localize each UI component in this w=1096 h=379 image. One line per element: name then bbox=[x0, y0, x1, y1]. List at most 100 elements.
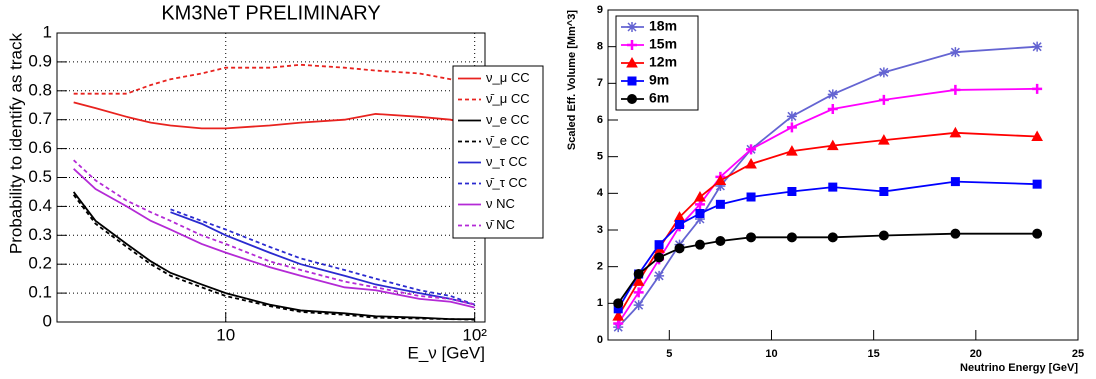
marker bbox=[786, 111, 797, 122]
y-axis-label: Scaled Eff. Volume [Mm^3] bbox=[566, 10, 578, 150]
marker bbox=[1032, 179, 1042, 189]
legend-label: ν̄ NC bbox=[486, 217, 515, 232]
x-tick-label: 10² bbox=[462, 325, 487, 344]
plot-frame bbox=[607, 9, 1079, 341]
x-tick-label: 25 bbox=[1072, 348, 1084, 360]
x-axis-label: E_ν [GeV] bbox=[408, 343, 485, 362]
series-line bbox=[72, 191, 475, 321]
marker bbox=[633, 269, 644, 279]
legend-label: 15m bbox=[649, 36, 677, 52]
marker bbox=[674, 243, 685, 254]
x-tick-label: 10 bbox=[216, 325, 235, 344]
legend-label: 18m bbox=[649, 18, 677, 34]
marker bbox=[714, 174, 727, 185]
legend-label: ν_τ CC bbox=[486, 154, 527, 169]
legend-marker bbox=[627, 22, 637, 32]
marker bbox=[786, 232, 797, 243]
marker bbox=[1032, 41, 1043, 52]
marker bbox=[1032, 83, 1043, 94]
marker bbox=[694, 214, 705, 224]
y-tick-label: 0.7 bbox=[28, 109, 52, 128]
marker bbox=[878, 134, 890, 145]
marker bbox=[787, 187, 797, 196]
marker bbox=[1032, 228, 1043, 239]
legend-marker bbox=[627, 94, 637, 104]
series-line bbox=[73, 63, 475, 95]
marker bbox=[827, 232, 838, 243]
marker bbox=[949, 126, 962, 138]
legend-label: 9m bbox=[649, 72, 669, 88]
y-tick-label: 4 bbox=[597, 187, 604, 199]
marker bbox=[950, 84, 961, 95]
legend-marker bbox=[627, 40, 637, 50]
series-line bbox=[72, 194, 475, 321]
series-line bbox=[73, 168, 475, 309]
marker bbox=[695, 209, 705, 218]
legend-label: ν NC bbox=[486, 196, 515, 211]
marker bbox=[654, 252, 665, 263]
y-tick-label: 5 bbox=[597, 151, 603, 163]
series-line bbox=[170, 211, 475, 306]
y-tick-label: 9 bbox=[597, 4, 603, 16]
legend-label: ν̄_τ CC bbox=[486, 175, 527, 190]
marker bbox=[675, 220, 685, 229]
x-tick-label: 15 bbox=[868, 348, 880, 360]
marker bbox=[746, 144, 757, 155]
marker bbox=[878, 67, 889, 78]
x-tick-label: 10 bbox=[765, 348, 777, 360]
y-tick-label: 7 bbox=[597, 77, 603, 89]
series-line bbox=[617, 45, 1038, 328]
legend-label: ν_e CC bbox=[486, 112, 529, 127]
legend-marker bbox=[626, 56, 638, 68]
y-axis-label: Probability to identify as track bbox=[6, 33, 25, 255]
x-tick-label: 20 bbox=[970, 348, 982, 360]
marker bbox=[1031, 130, 1043, 141]
marker bbox=[878, 94, 889, 105]
y-tick-label: 6 bbox=[597, 114, 603, 126]
legend-marker bbox=[627, 76, 637, 86]
legend: ν_μ CC ν̄_μ CC ν_e CC ν̄_e CC ν_τ CC ν̄_τ CC ν… bbox=[452, 65, 544, 239]
marker bbox=[950, 177, 960, 187]
marker bbox=[633, 300, 644, 311]
series-line bbox=[73, 159, 475, 306]
y-tick-label: 0.5 bbox=[28, 167, 52, 186]
legend-label: 12m bbox=[649, 54, 677, 70]
y-tick-label: 0.1 bbox=[28, 283, 52, 302]
y-tick-label: 0.8 bbox=[28, 80, 52, 99]
marker bbox=[612, 310, 625, 321]
y-tick-label: 0.4 bbox=[28, 196, 52, 215]
legend-box bbox=[452, 65, 544, 239]
marker bbox=[746, 232, 757, 243]
y-tick-label: 0.6 bbox=[28, 138, 52, 157]
series-line bbox=[73, 101, 475, 130]
legend-label: 6m bbox=[649, 90, 669, 106]
legend-label: ν̄_e CC bbox=[486, 133, 529, 148]
series-line bbox=[170, 208, 475, 306]
y-tick-label: 1 bbox=[43, 22, 52, 41]
marker bbox=[950, 228, 961, 239]
marker bbox=[827, 89, 838, 100]
marker bbox=[828, 182, 838, 192]
x-axis-label: Neutrino Energy [GeV] bbox=[960, 362, 1078, 374]
marker bbox=[950, 47, 961, 58]
marker bbox=[746, 192, 756, 202]
marker bbox=[786, 122, 797, 133]
series-line bbox=[617, 180, 1038, 310]
y-tick-label: 0.3 bbox=[28, 225, 52, 244]
marker bbox=[715, 181, 726, 191]
marker bbox=[632, 275, 645, 286]
marker bbox=[654, 240, 664, 250]
marker bbox=[826, 139, 839, 151]
legend-box bbox=[615, 15, 699, 111]
y-tick-label: 2 bbox=[597, 261, 603, 273]
marker bbox=[878, 230, 889, 241]
y-tick-label: 0 bbox=[43, 311, 52, 330]
marker bbox=[633, 287, 644, 298]
legend-label: ν_μ CC bbox=[486, 70, 530, 85]
chart-title: KM3NeT PRELIMINARY bbox=[161, 2, 380, 24]
marker bbox=[654, 270, 665, 281]
y-tick-label: 0 bbox=[597, 334, 603, 346]
marker bbox=[715, 199, 725, 209]
y-tick-label: 8 bbox=[597, 41, 603, 53]
